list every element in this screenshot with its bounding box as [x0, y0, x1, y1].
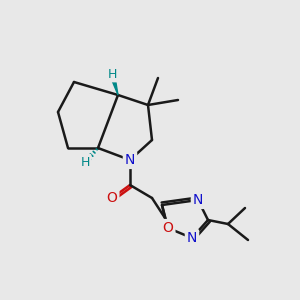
Text: N: N	[193, 193, 203, 207]
Text: O: O	[163, 221, 173, 235]
Text: N: N	[125, 153, 135, 167]
Text: N: N	[187, 231, 197, 245]
Polygon shape	[110, 73, 118, 95]
Text: H: H	[107, 68, 117, 80]
Text: O: O	[106, 191, 117, 205]
Text: H: H	[80, 155, 90, 169]
